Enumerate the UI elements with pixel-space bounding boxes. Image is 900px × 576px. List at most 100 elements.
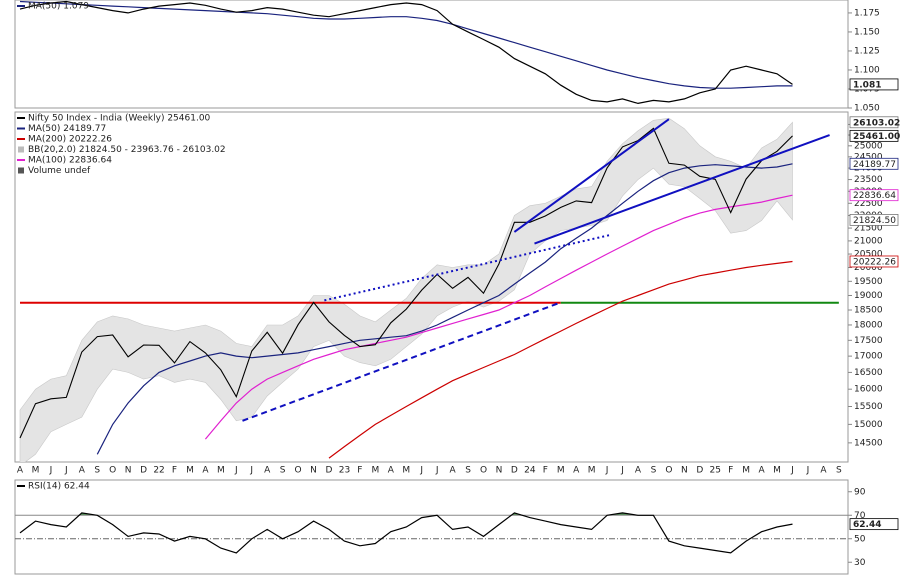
price-tag [849,518,899,531]
y-tick-label: 19500 [854,277,883,287]
x-tick-label: S [465,466,471,476]
legend-swatch [18,167,24,174]
x-tick-label: S [280,466,286,476]
panel-plot [15,512,848,554]
y-tick-label: 24500 [854,152,883,162]
x-tick-label: N [125,466,132,476]
price-tag-label: 26103.02 [853,118,900,128]
panel-plot [19,0,793,105]
legend-label: BB(20,2.0) 21824.50 - 23963.76 - 26103.0… [28,145,226,155]
x-tick-label: J [419,466,423,476]
y-tick-label: 1.050 [854,104,880,114]
x-tick-label: A [17,466,24,476]
y-tick-label: 18000 [854,320,883,330]
x-tick-label: J [605,466,609,476]
x-tick-label: A [79,466,86,476]
x-tick-label: M [742,466,750,476]
x-tick-label: A [202,466,209,476]
legend-label: Volume undef [28,166,91,176]
x-tick-label: J [620,466,624,476]
legend-swatch [18,146,24,153]
x-tick-label: M [371,466,379,476]
x-tick-label: N [496,466,503,476]
price-tag-label: 62.44 [853,520,881,530]
trend-line [513,118,670,233]
trend-line [324,233,611,302]
series-line [19,512,793,554]
x-tick-label: J [64,466,68,476]
series-line [204,194,793,440]
y-tick-label: 1.100 [854,65,880,75]
x-tick-label: N [681,466,688,476]
y-tick-label: 70 [854,511,866,521]
panel-frame [14,479,849,575]
x-tick-label: A [820,466,827,476]
x-tick-label: S [836,466,842,476]
y-tick-label: 21000 [854,236,883,246]
price-tag [849,189,899,202]
x-tick-label: J [234,466,238,476]
x-tick-label: D [696,466,703,476]
x-tick-label: D [140,466,147,476]
x-tick-label: A [450,466,457,476]
trend-line [534,134,830,245]
price-tag [849,255,899,268]
legend-label: MA(50) 24189.77 [28,124,106,134]
legend-label: MA(200) 20222.26 [28,135,112,145]
price-tag-label: 24189.77 [853,160,896,170]
y-tick-label: 16000 [854,385,883,395]
price-tag-label: 21824.50 [853,216,896,226]
x-tick-label: 22 [153,466,164,476]
x-tick-label: A [759,466,766,476]
x-tick-label: F [172,466,177,476]
x-tick-label: O [295,466,302,476]
y-tick-label: 1.175 [854,8,880,18]
x-tick-label: F [543,466,548,476]
x-tick-label: A [635,466,642,476]
trend-line [242,301,562,422]
x-tick-label: A [573,466,580,476]
x-tick-label: S [651,466,657,476]
legend-label: RSI(14) 62.44 [28,482,90,492]
panel-frame [14,111,849,463]
y-tick-label: 30 [854,558,866,568]
x-tick-label: M [186,466,194,476]
x-tick-label: 24 [524,466,536,476]
y-tick-label: 21500 [854,224,883,234]
x-tick-label: J [806,466,810,476]
legend-label: MA(100) 22836.64 [28,156,112,166]
x-tick-label: J [435,466,439,476]
price-tag-label: 25461.00 [853,132,900,142]
x-tick-label: 23 [339,466,350,476]
x-tick-label: D [511,466,518,476]
x-tick-label: J [249,466,253,476]
y-tick-label: 18500 [854,306,883,316]
y-tick-label: 17500 [854,336,883,346]
y-tick-label: 50 [854,534,866,544]
x-tick-label: M [217,466,225,476]
y-tick-label: 16500 [854,368,883,378]
y-tick-label: 23500 [854,175,883,185]
y-tick-label: 20000 [854,263,883,273]
x-tick-label: J [790,466,794,476]
series-line [19,127,793,439]
series-line [19,0,793,105]
panel-plot [19,117,839,462]
y-tick-label: 1.150 [854,27,880,37]
y-tick-label: 15500 [854,402,883,412]
series-line [96,163,793,455]
y-tick-label: 22500 [854,199,883,209]
x-tick-label: O [480,466,487,476]
x-tick-label: O [109,466,116,476]
x-tick-label: F [357,466,362,476]
y-tick-label: 14500 [854,438,883,448]
x-tick-label: M [32,466,40,476]
legend-label: MA(50) 1.079 [28,2,89,12]
x-tick-label: J [49,466,53,476]
x-tick-label: M [773,466,781,476]
legend-label: Nifty 50 Index - India (Weekly) 25461.00 [28,114,211,124]
price-tag [849,129,899,142]
price-tag-label: 20222.26 [853,257,896,267]
x-tick-label: D [326,466,333,476]
price-tag [849,157,899,170]
